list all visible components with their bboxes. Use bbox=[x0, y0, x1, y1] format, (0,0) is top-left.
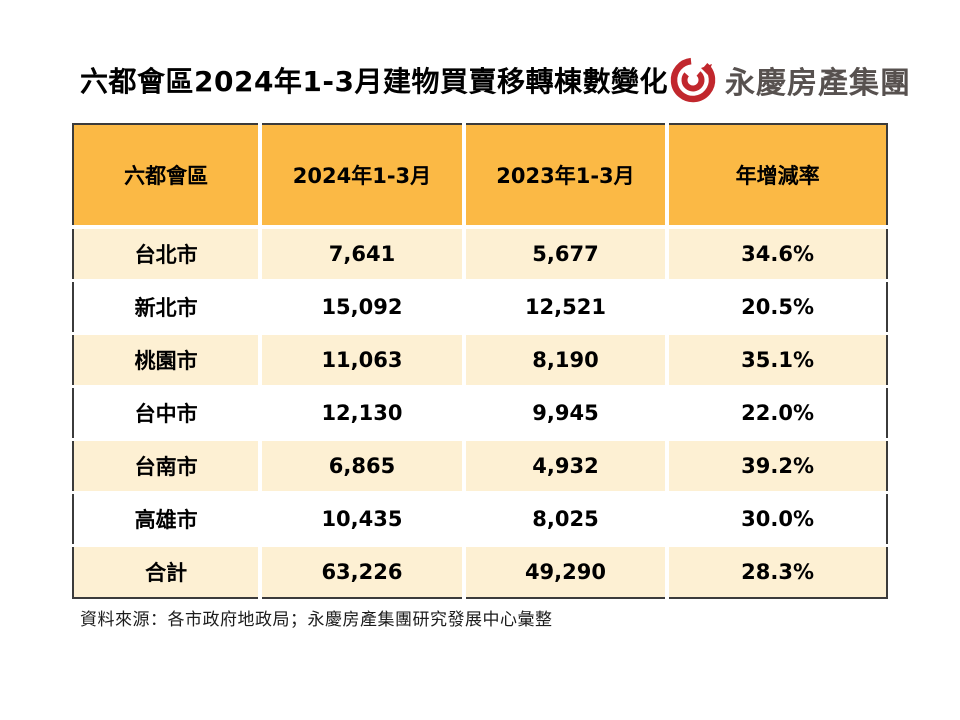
table-row: 新北市 15,092 12,521 20.5% bbox=[73, 280, 887, 335]
page-title: 六都會區2024年1-3月建物買賣移轉棟數變化 bbox=[80, 65, 669, 98]
region-cell: 新北市 bbox=[73, 280, 263, 335]
col-header-2023: 2023年1-3月 bbox=[463, 124, 670, 229]
header-row-cells: 六都會區 2024年1-3月 2023年1-3月 年增減率 bbox=[73, 124, 887, 229]
table-header: 六都會區 2024年1-3月 2023年1-3月 年增減率 bbox=[73, 124, 887, 229]
region-cell: 台北市 bbox=[73, 227, 263, 282]
value-2024-cell: 15,092 bbox=[260, 280, 466, 335]
yungching-swirl-icon bbox=[670, 57, 716, 103]
value-2023-cell: 8,025 bbox=[463, 492, 670, 547]
value-2023-cell: 49,290 bbox=[463, 545, 670, 598]
yoy-cell: 34.6% bbox=[667, 227, 887, 282]
table-row: 台北市 7,641 5,677 34.6% bbox=[73, 227, 887, 282]
value-2023-cell: 12,521 bbox=[463, 280, 670, 335]
col-header-yoy: 年增減率 bbox=[667, 124, 887, 229]
table-row: 桃園市 11,063 8,190 35.1% bbox=[73, 333, 887, 388]
region-cell: 桃園市 bbox=[73, 333, 263, 388]
table-row: 合計 63,226 49,290 28.3% bbox=[73, 545, 887, 598]
value-2024-cell: 7,641 bbox=[260, 227, 466, 282]
company-name: 永慶房產集團 bbox=[725, 66, 912, 101]
value-2024-cell: 10,435 bbox=[260, 492, 466, 547]
region-cell: 合計 bbox=[73, 545, 263, 598]
region-cell: 高雄市 bbox=[73, 492, 263, 547]
table-row: 台中市 12,130 9,945 22.0% bbox=[73, 386, 887, 441]
value-2023-cell: 8,190 bbox=[463, 333, 670, 388]
col-header-2024: 2024年1-3月 bbox=[260, 124, 466, 229]
source-note: 資料來源：各市政府地政局；永慶房產集團研究發展中心彙整 bbox=[80, 610, 553, 630]
value-2023-cell: 9,945 bbox=[463, 386, 670, 441]
transfer-data-table: 六都會區 2024年1-3月 2023年1-3月 年增減率 台北市 7,641 5,… bbox=[72, 123, 888, 599]
yoy-cell: 28.3% bbox=[667, 545, 887, 598]
value-2023-cell: 5,677 bbox=[463, 227, 670, 282]
table-row: 台南市 6,865 4,932 39.2% bbox=[73, 439, 887, 494]
data-table-wrap: 六都會區 2024年1-3月 2023年1-3月 年增減率 台北市 7,641 5,… bbox=[72, 123, 888, 599]
yoy-cell: 30.0% bbox=[667, 492, 887, 547]
yoy-cell: 20.5% bbox=[667, 280, 887, 335]
company-logo: 永慶房產集團 bbox=[668, 55, 911, 105]
value-2023-cell: 4,932 bbox=[463, 439, 670, 494]
value-2024-cell: 6,865 bbox=[260, 439, 466, 494]
region-cell: 台中市 bbox=[73, 386, 263, 441]
value-2024-cell: 63,226 bbox=[260, 545, 466, 598]
yoy-cell: 22.0% bbox=[667, 386, 887, 441]
yoy-cell: 39.2% bbox=[667, 439, 887, 494]
value-2024-cell: 11,063 bbox=[260, 333, 466, 388]
yoy-cell: 35.1% bbox=[667, 333, 887, 388]
table-body: 台北市 7,641 5,677 34.6% 新北市 15,092 12,521 20.5% 桃園… bbox=[73, 227, 887, 598]
table-row: 高雄市 10,435 8,025 30.0% bbox=[73, 492, 887, 547]
header-row: 六都會區2024年1-3月建物買賣移轉棟數變化 永慶房產集團 bbox=[80, 55, 910, 105]
region-cell: 台南市 bbox=[73, 439, 263, 494]
value-2024-cell: 12,130 bbox=[260, 386, 466, 441]
col-header-region: 六都會區 bbox=[73, 124, 263, 229]
